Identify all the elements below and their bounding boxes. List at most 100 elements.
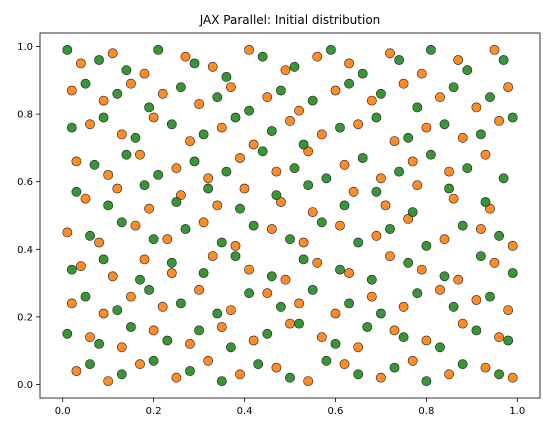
data-point-series-1-89 [366,274,377,285]
data-point-series-1-109 [125,322,136,332]
data-point-series-0-86 [280,274,291,285]
data-point-series-0-17 [194,99,204,109]
data-point-series-1-129 [353,369,364,380]
data-point-series-1-104 [412,288,423,299]
data-point-series-0-119 [494,332,504,343]
data-point-series-1-0 [62,45,73,55]
data-point-series-1-21 [307,95,318,106]
data-point-series-1-48 [321,173,332,184]
data-point-series-0-55 [144,203,154,214]
data-point-series-0-128 [339,359,350,370]
data-point-series-0-56 [175,190,186,201]
data-point-series-0-35 [353,119,364,130]
data-point-series-1-60 [271,190,282,201]
data-point-series-0-123 [171,372,182,383]
data-point-series-0-54 [112,183,123,194]
data-point-series-1-119 [471,325,482,336]
data-point-series-0-40 [71,156,82,167]
data-point-series-1-73 [285,234,295,245]
data-point-series-1-124 [185,366,195,376]
data-point-series-1-132 [457,359,468,370]
data-point-series-1-110 [162,335,173,346]
data-point-series-0-69 [162,234,173,245]
data-point-series-0-60 [307,207,318,217]
x-tick-label: 0.0 [55,406,71,417]
data-point-series-1-95 [112,305,123,315]
data-point-series-1-67 [85,230,95,241]
data-point-series-0-133 [507,372,518,383]
data-point-series-1-58 [203,183,214,194]
data-point-series-1-66 [480,197,491,207]
data-point-series-0-74 [335,220,345,231]
data-point-series-1-23 [375,88,386,99]
data-point-series-0-44 [203,173,214,184]
data-point-series-0-129 [375,372,386,383]
data-point-series-1-90 [403,257,414,268]
chart-title: JAX Parallel: Initial distribution [199,13,381,27]
x-tick-label: 0.4 [237,406,253,417]
data-point-series-0-62 [380,200,391,211]
data-point-series-0-77 [439,234,450,245]
data-point-series-1-115 [330,338,341,349]
data-point-series-1-69 [148,234,159,245]
data-point-series-1-123 [148,355,159,366]
data-point-series-0-110 [185,338,195,349]
data-point-series-1-46 [257,146,268,157]
data-point-series-0-8 [344,58,354,69]
data-point-series-1-56 [139,180,150,190]
data-point-series-0-71 [230,240,241,251]
data-point-series-1-107 [62,328,73,339]
data-point-series-0-3 [180,51,191,62]
data-point-series-1-1 [94,55,104,65]
data-point-series-1-93 [507,268,518,278]
data-point-series-0-32 [248,139,259,150]
data-point-series-0-25 [471,102,482,113]
data-point-series-1-2 [121,65,132,76]
data-point-series-0-99 [262,288,273,299]
data-point-series-1-83 [166,257,177,268]
data-point-series-1-120 [503,335,514,346]
data-point-series-1-108 [94,338,104,349]
data-point-series-0-102 [366,291,377,302]
data-point-series-0-118 [457,318,468,329]
data-point-series-0-64 [448,193,459,204]
data-point-series-1-98 [212,308,223,319]
data-point-series-0-49 [375,173,386,184]
data-point-series-0-131 [444,369,454,380]
data-point-series-1-75 [353,237,364,248]
data-point-series-1-36 [371,112,382,123]
data-point-series-0-126 [271,362,282,373]
data-point-series-0-111 [216,322,227,332]
data-point-series-1-3 [153,45,164,55]
data-point-series-1-133 [494,369,504,380]
data-point-series-0-94 [98,308,109,319]
data-point-series-1-74 [316,217,327,228]
data-point-series-1-9 [357,68,368,79]
data-point-series-1-81 [98,254,109,265]
data-point-series-0-53 [80,193,91,204]
data-point-series-0-5 [244,45,254,55]
data-point-series-0-7 [312,51,323,62]
data-point-series-1-63 [371,186,382,197]
data-point-series-1-27 [66,122,77,133]
data-point-series-0-36 [389,136,400,146]
data-point-series-0-26 [503,82,514,92]
data-point-series-0-39 [494,116,504,126]
data-point-series-1-24 [412,102,423,113]
data-point-series-1-91 [439,271,450,282]
data-point-series-1-49 [357,153,368,163]
data-point-series-0-19 [262,92,273,103]
data-point-series-1-59 [235,203,245,214]
data-point-series-0-106 [503,305,514,315]
data-point-series-0-20 [294,105,304,116]
data-point-series-1-12 [462,65,473,76]
data-point-series-0-113 [285,318,295,329]
data-point-series-0-38 [457,132,468,143]
data-point-series-0-13 [66,85,77,96]
data-point-series-1-62 [339,200,350,211]
data-point-series-0-61 [348,186,359,197]
data-point-series-1-28 [98,112,109,123]
data-point-series-1-43 [153,169,164,180]
data-point-series-0-100 [294,298,304,309]
data-point-series-0-79 [507,240,518,251]
